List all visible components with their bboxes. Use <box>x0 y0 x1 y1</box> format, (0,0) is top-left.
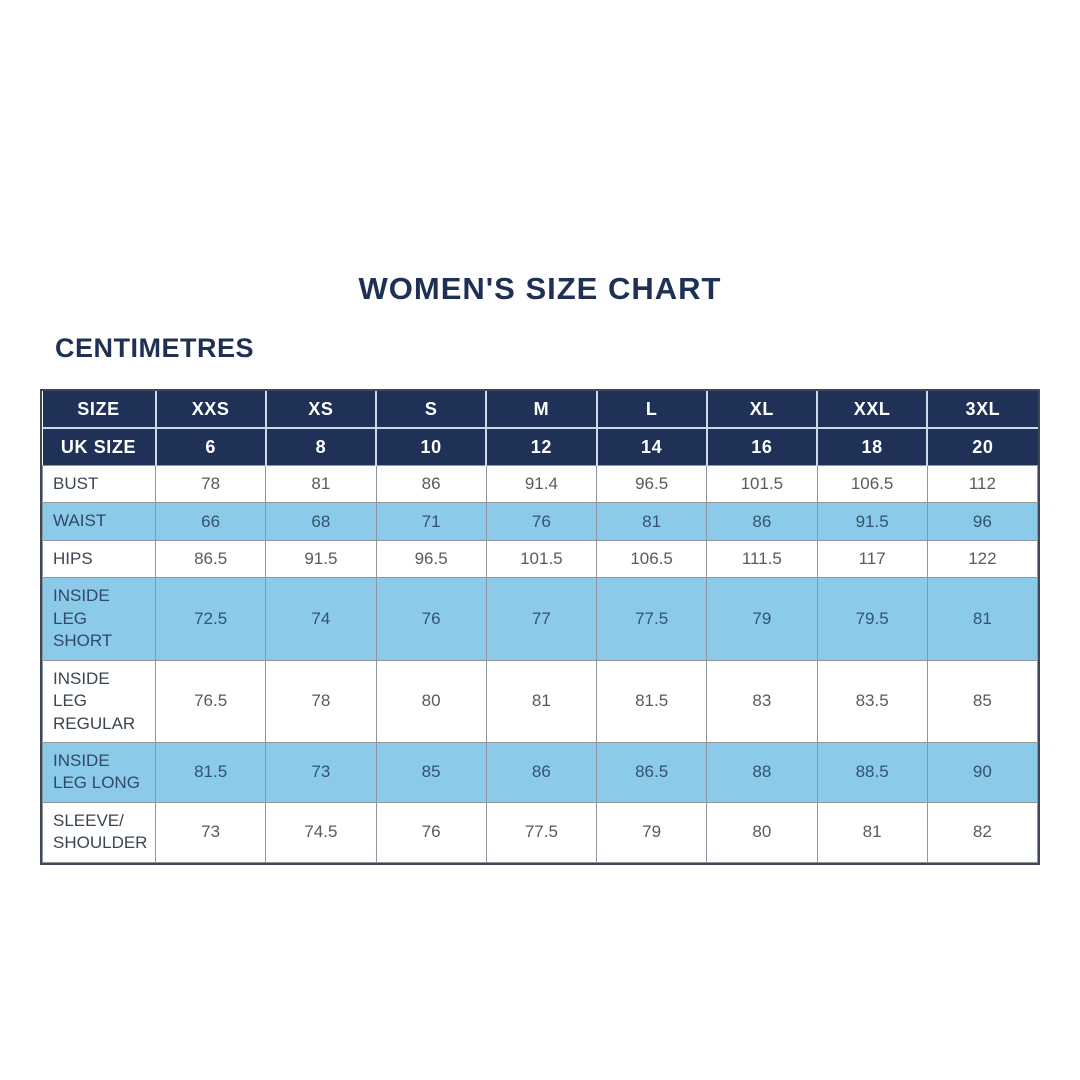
measurement-value-cell: 101.5 <box>706 464 818 504</box>
measurement-value-cell: 76 <box>375 801 487 863</box>
measurement-value-cell: 68 <box>265 502 377 541</box>
size-table-body: BUST 78 81 86 91.4 96.5 101.5 106.5 112 WAIST 66 68… <box>42 464 1039 863</box>
measurement-value-cell: 80 <box>375 659 487 743</box>
measurement-value-cell: 83 <box>706 659 818 743</box>
measurement-row-label: INSIDE LEG LONG <box>42 741 156 803</box>
measurement-value-cell: 71 <box>375 502 487 541</box>
size-header-cell: 14 <box>595 428 707 466</box>
size-header-cell: XL <box>705 391 817 429</box>
measurement-value-cell: 79.5 <box>816 577 928 661</box>
measurement-value-cell: 83.5 <box>816 659 928 743</box>
header-row-sizes: SIZE XXS XS S M L XL XXL 3XL <box>42 391 1038 429</box>
size-header-cell: L <box>595 391 707 429</box>
measurement-value-cell: 79 <box>706 577 818 661</box>
size-header-cell: 12 <box>485 428 597 466</box>
header-row-label: UK SIZE <box>42 428 156 466</box>
measurement-row: HIPS 86.5 91.5 96.5 101.5 106.5 111.5 117 122 <box>42 539 1039 579</box>
measurement-value-cell: 96 <box>926 502 1039 541</box>
measurement-value-cell: 88.5 <box>816 741 928 803</box>
measurement-row: BUST 78 81 86 91.4 96.5 101.5 106.5 112 <box>42 464 1039 504</box>
measurement-value-cell: 81.5 <box>595 659 708 743</box>
size-header-cell: 6 <box>154 428 266 466</box>
measurement-row: INSIDE LEG REGULAR 76.5 78 80 81 81.5 83 83.5 85 <box>42 659 1039 743</box>
measurement-value-cell: 73 <box>154 801 267 863</box>
measurement-value-cell: 77 <box>485 577 598 661</box>
size-header-cell: 20 <box>926 428 1038 466</box>
measurement-value-cell: 74 <box>265 577 377 661</box>
measurement-value-cell: 91.5 <box>265 539 377 579</box>
size-header-cell: XXS <box>154 391 266 429</box>
measurement-value-cell: 106.5 <box>595 539 708 579</box>
measurement-value-cell: 86.5 <box>595 741 708 803</box>
measurement-value-cell: 88 <box>706 741 818 803</box>
measurement-value-cell: 73 <box>265 741 377 803</box>
measurement-row: INSIDE LEG LONG 81.5 73 85 86 86.5 88 88.5 90 <box>42 741 1039 803</box>
measurement-value-cell: 91.5 <box>816 502 928 541</box>
measurement-row-label: HIPS <box>42 539 156 579</box>
measurement-value-cell: 122 <box>926 539 1039 579</box>
size-header-cell: XXL <box>815 391 928 429</box>
measurement-value-cell: 72.5 <box>154 577 267 661</box>
measurement-value-cell: 85 <box>926 659 1039 743</box>
measurement-value-cell: 82 <box>926 801 1039 863</box>
measurement-value-cell: 77.5 <box>485 801 598 863</box>
measurement-value-cell: 78 <box>154 464 267 504</box>
measurement-value-cell: 117 <box>816 539 928 579</box>
measurement-value-cell: 90 <box>926 741 1039 803</box>
measurement-value-cell: 79 <box>595 801 708 863</box>
size-header-cell: S <box>374 391 487 429</box>
header-row-uk-sizes: UK SIZE 6 8 10 12 14 16 18 20 <box>42 428 1038 466</box>
measurement-value-cell: 81 <box>926 577 1039 661</box>
measurement-value-cell: 76.5 <box>154 659 267 743</box>
measurement-value-cell: 91.4 <box>485 464 598 504</box>
measurement-row-label: INSIDE LEG SHORT <box>42 577 156 661</box>
measurement-value-cell: 111.5 <box>706 539 818 579</box>
measurement-value-cell: 74.5 <box>265 801 377 863</box>
measurement-value-cell: 86.5 <box>154 539 267 579</box>
measurement-value-cell: 96.5 <box>595 464 708 504</box>
measurement-value-cell: 85 <box>375 741 487 803</box>
measurement-row: SLEEVE/ SHOULDER 73 74.5 76 77.5 79 80 81 82 <box>42 801 1039 863</box>
size-table: SIZE XXS XS S M L XL XXL 3XL UK SIZE 6 8 10 12 14 16 18 2… <box>42 391 1039 863</box>
measurement-value-cell: 86 <box>485 741 598 803</box>
measurement-value-cell: 81 <box>595 502 708 541</box>
size-header-cell: 16 <box>705 428 817 466</box>
size-table-head: SIZE XXS XS S M L XL XXL 3XL UK SIZE 6 8 10 12 14 16 18 2… <box>42 391 1038 466</box>
measurement-row: INSIDE LEG SHORT 72.5 74 76 77 77.5 79 79.5 81 <box>42 577 1039 661</box>
measurement-value-cell: 81 <box>265 464 377 504</box>
measurement-row-label: WAIST <box>42 502 156 541</box>
measurement-value-cell: 66 <box>154 502 267 541</box>
measurement-value-cell: 78 <box>265 659 377 743</box>
unit-label: CENTIMETRES <box>55 333 255 363</box>
size-header-cell: XS <box>264 391 376 429</box>
size-table-container: SIZE XXS XS S M L XL XXL 3XL UK SIZE 6 8 10 12 14 16 18 2… <box>40 389 1040 865</box>
measurement-value-cell: 81.5 <box>154 741 267 803</box>
size-header-cell: 8 <box>264 428 376 466</box>
measurement-value-cell: 106.5 <box>816 464 928 504</box>
measurement-row-label: BUST <box>42 464 156 504</box>
measurement-value-cell: 81 <box>816 801 928 863</box>
size-header-cell: 3XL <box>926 391 1038 429</box>
measurement-value-cell: 86 <box>375 464 487 504</box>
measurement-value-cell: 77.5 <box>595 577 708 661</box>
measurement-value-cell: 112 <box>926 464 1039 504</box>
size-header-cell: 10 <box>374 428 487 466</box>
size-header-cell: 18 <box>815 428 928 466</box>
measurement-row: WAIST 66 68 71 76 81 86 91.5 96 <box>42 502 1039 541</box>
header-row-label: SIZE <box>42 391 156 429</box>
measurement-value-cell: 96.5 <box>375 539 487 579</box>
measurement-row-label: SLEEVE/ SHOULDER <box>42 801 156 863</box>
measurement-value-cell: 76 <box>485 502 598 541</box>
measurement-row-label: INSIDE LEG REGULAR <box>42 659 156 743</box>
measurement-value-cell: 101.5 <box>485 539 598 579</box>
measurement-value-cell: 81 <box>485 659 598 743</box>
measurement-value-cell: 86 <box>706 502 818 541</box>
measurement-value-cell: 80 <box>706 801 818 863</box>
measurement-value-cell: 76 <box>375 577 487 661</box>
size-header-cell: M <box>485 391 597 429</box>
page-title: WOMEN'S SIZE CHART <box>358 271 722 306</box>
